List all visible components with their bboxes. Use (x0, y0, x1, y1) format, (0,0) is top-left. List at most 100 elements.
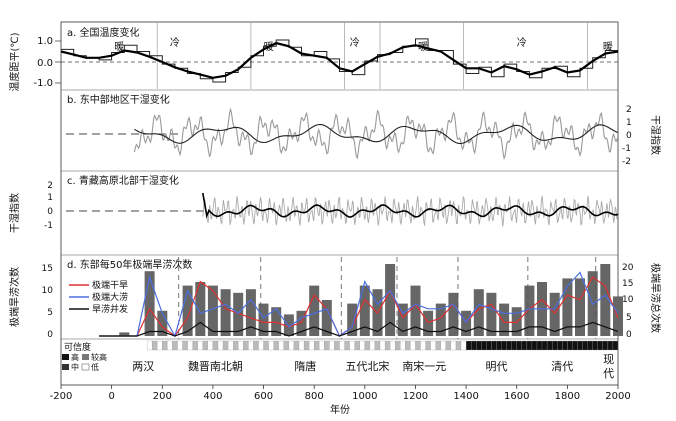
confidence-cell (308, 340, 315, 351)
x-axis-ticks: -200 0 200 400 600 800 1000 1200 1400 1600 1800 200… (50, 385, 631, 402)
confidence-cell (557, 340, 563, 351)
panel-c-tick-2: 2 (47, 181, 53, 191)
confidence-cell (577, 340, 583, 351)
confidence-cell (415, 340, 421, 351)
confidence-cells (146, 340, 619, 351)
panel-d-ylabel-right: 极端旱涝总次数 (649, 263, 662, 333)
panel-a-tick-1: 1.0 (37, 36, 53, 47)
confidence-cell (298, 340, 305, 351)
total-bar (486, 292, 497, 336)
panel-c-tick-0: 0 (47, 207, 53, 217)
panel-d-legend: 极端干旱 极端大涝 旱涝并发 (69, 279, 128, 315)
confidence-cell (486, 340, 492, 351)
confidence-cell (162, 340, 168, 351)
confidence-cell (273, 340, 279, 351)
x-tick-label: -200 (50, 391, 73, 402)
confidence-low-swatch (81, 363, 90, 371)
confidence-cell (445, 340, 452, 351)
panel-extreme-events: d. 东部每50年极端旱涝次数 极端旱涝次数 15 10 5 0 20 15 1… (8, 257, 662, 340)
confidence-cell (167, 340, 173, 351)
confidence-cell (562, 340, 568, 351)
confidence-cell (344, 340, 350, 351)
panel-d-left-tick-0: 0 (47, 330, 53, 340)
regime-label-6: 暖 (603, 40, 613, 53)
extreme-flood-line (99, 271, 619, 338)
confidence-cell (192, 340, 198, 351)
extreme-drought-line (99, 276, 619, 337)
panel-d-right-tick-20: 20 (622, 263, 634, 273)
regime-label-5: 冷 (517, 36, 527, 49)
panel-b-ylabel: 干湿指数 (649, 115, 662, 155)
panel-a-tick-neg1: -1.0 (33, 78, 53, 89)
confidence-cell (278, 340, 284, 351)
x-tick-label: 1400 (453, 391, 478, 402)
panel-c-title: c. 青藏高原北部干湿变化 (67, 174, 179, 187)
confidence-medium-swatch (62, 364, 69, 370)
total-bar (220, 289, 231, 336)
confidence-cell (521, 340, 528, 351)
confidence-cell (607, 340, 614, 351)
panel-b-tick-neg1: -1 (622, 144, 631, 154)
confidence-cell (592, 340, 598, 351)
confidence-cell (612, 340, 619, 351)
panel-tibetan-moisture: c. 青藏高原北部干湿变化 干湿指数 2 1 0 -1 (8, 174, 619, 233)
confidence-cell (172, 340, 178, 351)
confidence-high-label: 高 (71, 352, 79, 362)
panel-a-title: a. 全国温度变化 (67, 26, 140, 39)
x-axis-label: 年份 (330, 403, 350, 416)
confidence-cell (212, 340, 219, 351)
panel-east-central-moisture: b. 东中部地区干湿变化 2 1 0 -1 -2 干湿指数 (66, 93, 662, 167)
total-bar (233, 292, 244, 336)
confidence-cell (465, 340, 472, 351)
confidence-cell (501, 340, 507, 351)
confidence-cell (430, 340, 436, 351)
total-bar (182, 285, 193, 336)
confidence-cell (324, 340, 330, 351)
regime-label-3: 冷 (350, 36, 360, 49)
confidence-cell (546, 340, 553, 351)
panel-b-annual-series (133, 107, 619, 161)
confidence-cell (582, 340, 588, 351)
total-bar (119, 332, 130, 336)
confidence-cell (405, 340, 411, 351)
x-tick-label: 800 (305, 391, 324, 402)
legend-drought-label: 极端干旱 (92, 279, 128, 291)
legend-flood-label: 极端大涝 (92, 291, 128, 303)
confidence-cell (516, 340, 522, 351)
x-tick-label: 200 (153, 391, 172, 402)
panel-a-tick-0: 0.0 (37, 58, 53, 69)
x-tick-label: 600 (254, 391, 273, 402)
regime-label-0: 暖 (114, 40, 124, 53)
confidence-cell (400, 340, 406, 351)
dynasty-label-3: 五代北宋 (345, 359, 389, 373)
panel-c-tick-1: 1 (47, 193, 53, 203)
panel-d-ylabel-left: 极端旱涝次数 (8, 267, 21, 327)
x-tick-label: 0 (108, 391, 114, 402)
legend-combined-label: 旱涝并发 (92, 303, 128, 315)
confidence-cell (187, 340, 193, 351)
confidence-cell (202, 340, 209, 351)
confidence-cell (374, 340, 381, 351)
confidence-cell (238, 340, 244, 351)
dynasty-label-1: 魏晋南北朝 (188, 359, 243, 373)
confidence-cell (440, 340, 447, 351)
confidence-strip: 可信度 高 较高 中 低 两汉 魏晋南北朝 隋唐 五代北宋 南宋一元 明代 清代 现代 (62, 340, 619, 380)
confidence-cell (384, 340, 391, 351)
total-bar (562, 278, 573, 336)
confidence-low-label: 低 (91, 362, 99, 372)
confidence-cell (248, 340, 254, 351)
confidence-cell (369, 340, 376, 351)
total-bar (613, 296, 623, 336)
confidence-cell (314, 340, 320, 351)
confidence-cell (182, 340, 188, 351)
total-events-bars (119, 264, 623, 336)
x-axis: -200 0 200 400 600 800 1000 1200 1400 1600 1800 200… (50, 385, 631, 416)
total-bar (410, 285, 421, 336)
confidence-cell (354, 340, 360, 351)
total-bar (283, 314, 294, 336)
confidence-cell (572, 340, 578, 351)
dynasty-label-6: 清代 (551, 360, 573, 373)
confidence-mediumhigh-swatch (82, 354, 89, 360)
total-bar (549, 292, 560, 336)
